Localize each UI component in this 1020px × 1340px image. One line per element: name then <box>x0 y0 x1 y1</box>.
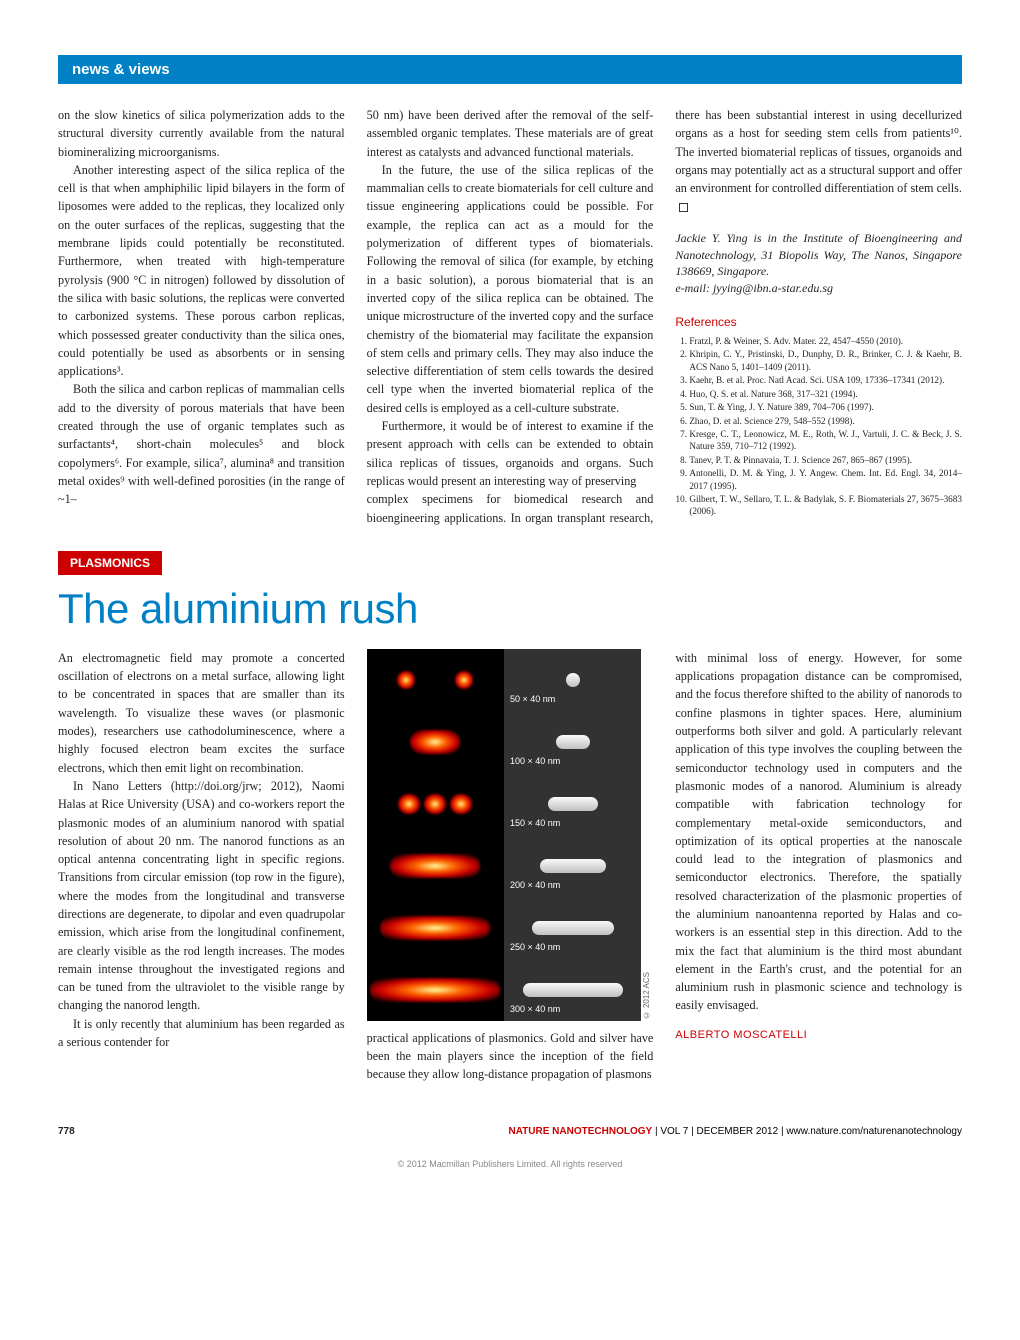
size-label: 50 × 40 nm <box>510 693 555 707</box>
author-email: e-mail: jyying@ibn.a-star.edu.sg <box>675 280 962 297</box>
para: In the future, the use of the silica rep… <box>367 161 654 417</box>
nanorod <box>548 797 598 811</box>
para: on the slow kinetics of silica polymeriz… <box>58 106 345 161</box>
plasmon-glow <box>398 794 420 814</box>
reference-item: Antonelli, D. M. & Ying, J. Y. Angew. Ch… <box>689 467 962 492</box>
para: Furthermore, it would be of interest to … <box>367 417 654 490</box>
nanorod <box>566 673 580 687</box>
para: It is only recently that aluminium has b… <box>58 1015 345 1052</box>
cathodo-panel <box>367 835 504 897</box>
plasmon-glow <box>390 854 480 878</box>
figure-row: 150 × 40 nm <box>367 773 642 835</box>
size-label: 200 × 40 nm <box>510 879 560 893</box>
para: with minimal loss of energy. However, fo… <box>675 649 962 1015</box>
nanorod <box>523 983 623 997</box>
size-label: 250 × 40 nm <box>510 941 560 955</box>
sem-panel: 250 × 40 nm <box>504 897 641 959</box>
author-line: Jackie Y. Ying is in the Institute of Bi… <box>675 230 962 280</box>
page-number: 778 <box>58 1126 75 1137</box>
nanorod <box>532 921 614 935</box>
section-header: news & views <box>58 55 962 84</box>
reference-item: Kresge, C. T., Leonowicz, M. E., Roth, W… <box>689 428 962 453</box>
copyright-notice: © 2012 Macmillan Publishers Limited. All… <box>58 1159 962 1169</box>
figure: 50 × 40 nm 100 × 40 nm 150 × 40 nm 200 × 40… <box>367 649 642 1021</box>
nanorod <box>540 859 606 873</box>
reference-item: Gilbert, T. W., Sellaro, T. L. & Badylak… <box>689 493 962 518</box>
journal-name: NATURE NANOTECHNOLOGY <box>508 1126 652 1137</box>
column-2: 50 × 40 nm 100 × 40 nm 150 × 40 nm 200 × 40… <box>367 649 654 1084</box>
para: An electromagnetic field may promote a c… <box>58 649 345 777</box>
sem-panel: 200 × 40 nm <box>504 835 641 897</box>
figure-copyright: © 2012 ACS <box>641 970 653 1021</box>
sem-panel: 150 × 40 nm <box>504 773 641 835</box>
figure-row: 300 × 40 nm <box>367 959 642 1021</box>
top-article-body: on the slow kinetics of silica polymeriz… <box>58 106 962 527</box>
cathodo-panel <box>367 773 504 835</box>
column-3: with minimal loss of energy. However, fo… <box>675 649 962 1084</box>
figure-caption: practical applications of plasmonics. Go… <box>367 1029 654 1084</box>
size-label: 300 × 40 nm <box>510 1003 560 1017</box>
cathodo-panel <box>367 711 504 773</box>
figure-row: 250 × 40 nm <box>367 897 642 959</box>
plasmon-glow <box>424 794 446 814</box>
plasmon-glow <box>397 671 415 689</box>
cathodo-panel <box>367 649 504 711</box>
para: Both the silica and carbon replicas of m… <box>58 380 345 508</box>
reference-item: Huo, Q. S. et al. Nature 368, 317–321 (1… <box>689 388 962 400</box>
cathodo-panel <box>367 959 504 1021</box>
reference-item: Khripin, C. Y., Pristinski, D., Dunphy, … <box>689 348 962 373</box>
section-tag: PLASMONICS <box>58 551 162 575</box>
author-affiliation: Jackie Y. Ying is in the Institute of Bi… <box>675 230 962 297</box>
plasmon-glow <box>455 671 473 689</box>
para: 50 nm) have been derived after the remov… <box>367 106 654 161</box>
author-name: ALBERTO MOSCATELLI <box>675 1027 962 1044</box>
figure-row: 50 × 40 nm <box>367 649 642 711</box>
footer-journal: NATURE NANOTECHNOLOGY | VOL 7 | DECEMBER… <box>508 1126 962 1137</box>
reference-item: Sun, T. & Ying, J. Y. Nature 389, 704–70… <box>689 401 962 413</box>
sem-panel: 50 × 40 nm <box>504 649 641 711</box>
references-heading: References <box>675 313 962 331</box>
reference-item: Tanev, P. T. & Pinnavaia, T. J. Science … <box>689 454 962 466</box>
reference-item: Fratzl, P. & Weiner, S. Adv. Mater. 22, … <box>689 335 962 347</box>
figure-row: 200 × 40 nm <box>367 835 642 897</box>
plasmon-glow <box>380 916 490 940</box>
plasmon-glow <box>410 730 460 754</box>
sem-panel: 300 × 40 nm <box>504 959 641 1021</box>
journal-vol: | VOL 7 | DECEMBER 2012 | www.nature.com… <box>652 1126 962 1137</box>
reference-item: Zhao, D. et al. Science 279, 548–552 (19… <box>689 415 962 427</box>
plasmon-glow <box>450 794 472 814</box>
reference-item: Kaehr, B. et al. Proc. Natl Acad. Sci. U… <box>689 374 962 386</box>
nanorod <box>556 735 590 749</box>
para: Another interesting aspect of the silica… <box>58 161 345 381</box>
sem-panel: 100 × 40 nm <box>504 711 641 773</box>
column-1: An electromagnetic field may promote a c… <box>58 649 345 1084</box>
cathodo-panel <box>367 897 504 959</box>
size-label: 100 × 40 nm <box>510 755 560 769</box>
page-footer: 778 NATURE NANOTECHNOLOGY | VOL 7 | DECE… <box>58 1120 962 1137</box>
para: In Nano Letters (http://doi.org/jrw; 201… <box>58 777 345 1015</box>
article-title: The aluminium rush <box>58 585 962 633</box>
references-list: Fratzl, P. & Weiner, S. Adv. Mater. 22, … <box>675 335 962 518</box>
end-marker-icon <box>679 203 688 212</box>
figure-row: 100 × 40 nm <box>367 711 642 773</box>
plasmon-glow <box>370 978 500 1002</box>
size-label: 150 × 40 nm <box>510 817 560 831</box>
